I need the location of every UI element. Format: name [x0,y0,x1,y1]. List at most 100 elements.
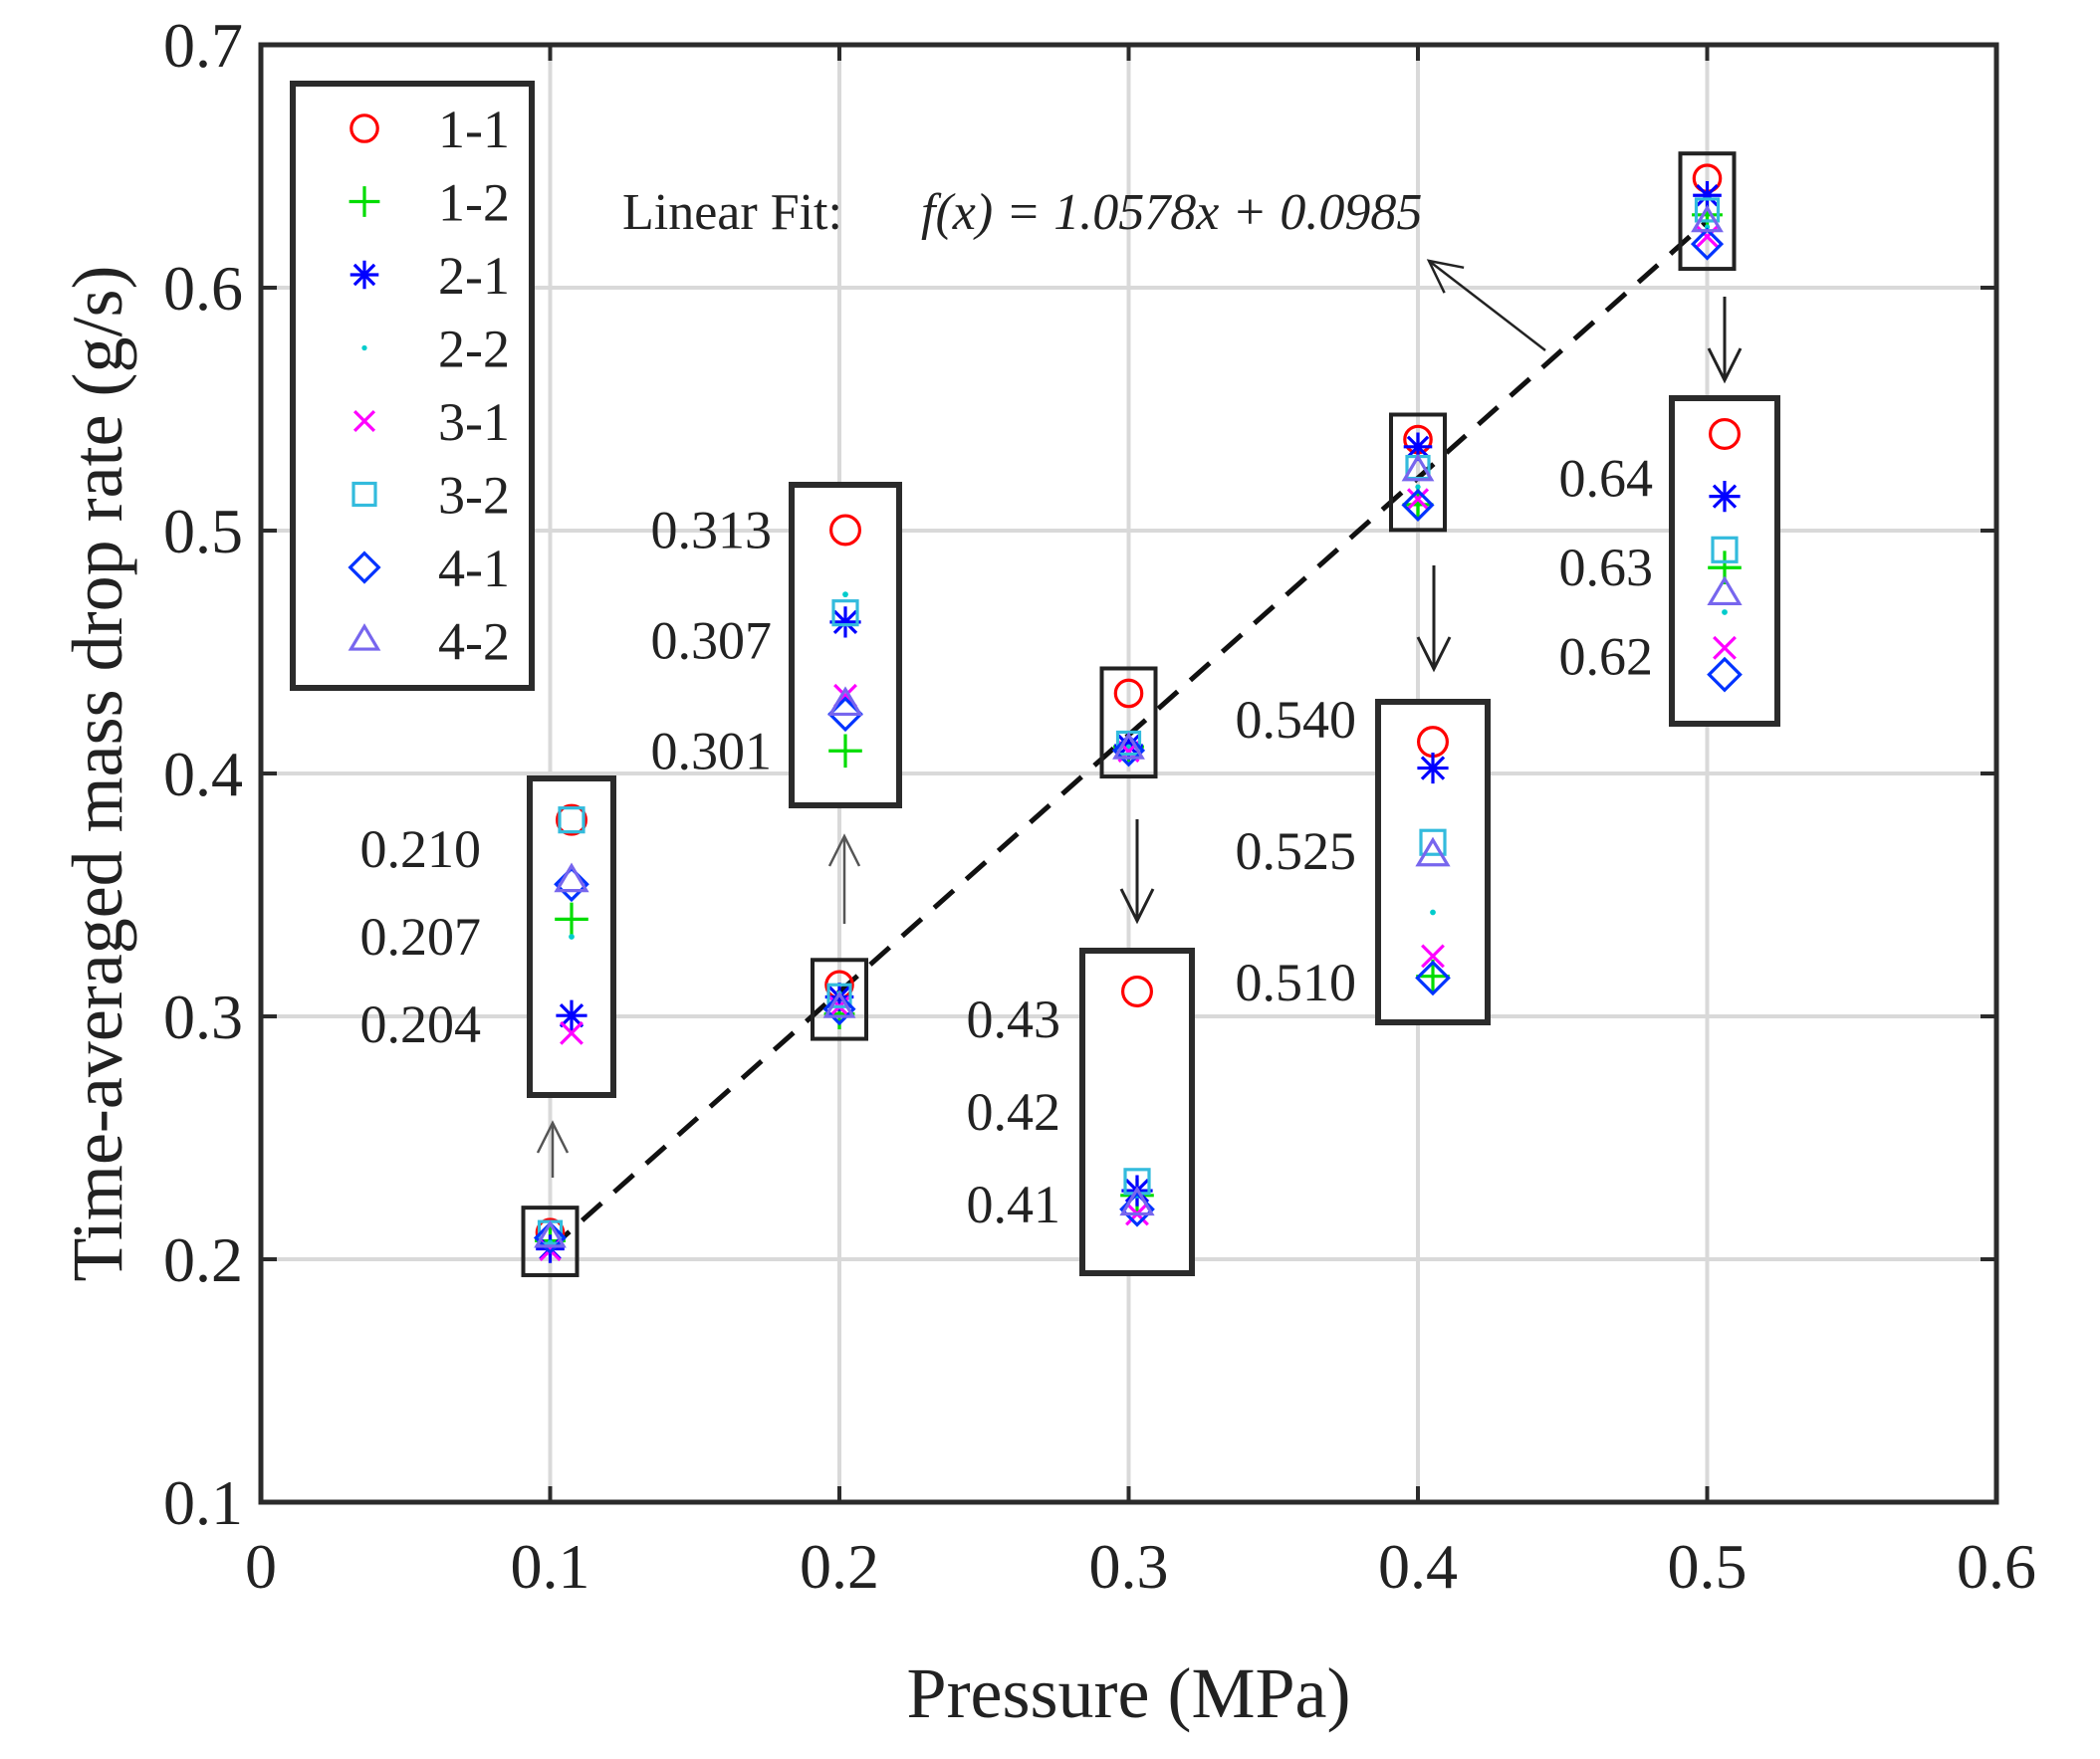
cluster-box [1678,151,1737,272]
data-point-2-2 [1415,484,1421,490]
inset-point-1-2 [828,734,862,769]
legend-marker-1-2 [349,186,380,217]
legend-marker-3-1 [352,409,376,433]
y-tick-label: 0.7 [163,10,243,81]
legend-label: 2-1 [438,246,510,306]
y-tick-label: 0.1 [163,1467,243,1538]
inset-tick-label: 0.62 [1559,627,1654,687]
inset-frame [1079,948,1195,1276]
legend-marker-2-1 [350,260,379,290]
legend-label: 3-1 [438,392,510,452]
inset-panel: 0.62 0.63 0.64 [1559,395,1780,727]
callout-arrow [536,1120,570,1178]
data-point-4-2 [534,1219,567,1248]
legend-label: 3-2 [438,466,510,526]
data-point-4-2 [1691,204,1724,233]
data-point-4-2 [822,990,856,1018]
inset-point-2-2 [1722,609,1728,615]
callout-arrow [1119,819,1155,925]
x-tick-label: 0.5 [1668,1531,1748,1602]
cluster-boxes [521,151,1737,1277]
inset-tick-label: 0.207 [360,907,482,967]
x-tick-label: 0 [245,1531,277,1602]
legend-label: 4-2 [438,612,510,672]
inset-point-3-2 [558,806,585,834]
inset-point-3-1 [1421,944,1445,969]
legend-label: 2-2 [438,320,510,379]
x-tick-label: 0.1 [511,1531,590,1602]
cluster-box [521,1206,580,1277]
inset-tick-label: 0.510 [1236,953,1357,1012]
inset-point-2-1 [829,606,861,638]
x-tick-label: 0.3 [1089,1531,1169,1602]
inset-tick-label: 0.204 [360,994,482,1054]
inset-panel: 0.204 0.207 0.210 [360,775,616,1098]
legend-marker-1-1 [350,113,379,143]
data-point-3-2 [1694,197,1721,223]
inset-tick-label: 0.41 [967,1175,1061,1234]
x-tick-label: 0.6 [1957,1531,2036,1602]
legend-label: 1-1 [438,100,510,159]
axis-ticks: 0 0.1 0.2 0.3 0.4 0.5 0.60.10.20.30.40.50.60.7 [163,10,2036,1602]
inset-tick-label: 0.525 [1236,821,1357,881]
inset-point-2-2 [1430,909,1436,916]
inset-point-3-2 [831,599,859,627]
legend-item: 2-2 [361,320,510,379]
data-point-2-1 [1693,180,1722,210]
inset-point-3-1 [560,1020,583,1045]
inset-tick-label: 0.313 [651,500,773,559]
inset-tick-label: 0.43 [967,989,1061,1049]
inset-panel: 0.41 0.42 0.43 [967,948,1195,1276]
inset-point-1-1 [1120,975,1153,1007]
inset-point-1-1 [828,514,861,547]
fit-equation: f(x) = 1.0578x + 0.0985 [921,184,1422,241]
x-tick-label: 0.2 [800,1531,879,1602]
cluster-box [1389,412,1447,533]
data-point-4-1 [1401,488,1435,522]
inset-tick-label: 0.64 [1559,449,1654,509]
inset-point-3-2 [1419,828,1447,856]
inset-point-3-2 [1711,536,1739,563]
y-tick-label: 0.2 [163,1224,243,1295]
inset-point-4-2 [554,862,589,893]
inset-point-4-2 [827,686,863,717]
inset-tick-label: 0.210 [360,819,482,879]
inset-point-1-2 [555,902,588,937]
data-point-2-2 [1704,224,1711,230]
fit-label: Linear Fit: [622,184,842,241]
y-tick-label: 0.6 [163,253,243,324]
inset-point-4-1 [1707,656,1743,693]
y-tick-label: 0.3 [163,982,243,1052]
inset-point-1-1 [1708,417,1741,450]
x-tick-label: 0.4 [1378,1531,1458,1602]
legend-label: 1-2 [438,173,510,233]
legend-item: 4-1 [348,539,510,598]
legend-marker-4-1 [348,550,381,584]
legend-marker-4-2 [348,623,381,651]
data-point-3-2 [826,983,852,1008]
callout-arrows [536,259,1743,1178]
data-point-4-1 [1690,227,1725,261]
inset-tick-label: 0.301 [651,721,773,780]
data-point-1-2 [1402,489,1434,521]
y-tick-label: 0.5 [163,496,243,566]
legend-marker-3-2 [351,481,377,508]
inset-point-1-1 [555,803,587,836]
data-point-4-1 [1111,734,1146,768]
legend-box [290,81,535,691]
inset-panel: 0.301 0.307 0.313 [651,482,902,808]
inset-point-4-2 [1415,836,1451,867]
legend-item: 1-1 [350,100,510,159]
data-point-3-1 [1406,488,1430,511]
callout-arrow [1426,259,1546,351]
data-point-1-1 [1113,678,1144,709]
data-point-2-1 [1403,432,1433,462]
inset-point-3-1 [1713,635,1737,660]
data-point-4-1 [533,1220,568,1255]
x-axis-title: Pressure (MPa) [907,1653,1351,1733]
legend-item: 4-2 [348,612,510,672]
inset-point-2-1 [1417,752,1449,784]
